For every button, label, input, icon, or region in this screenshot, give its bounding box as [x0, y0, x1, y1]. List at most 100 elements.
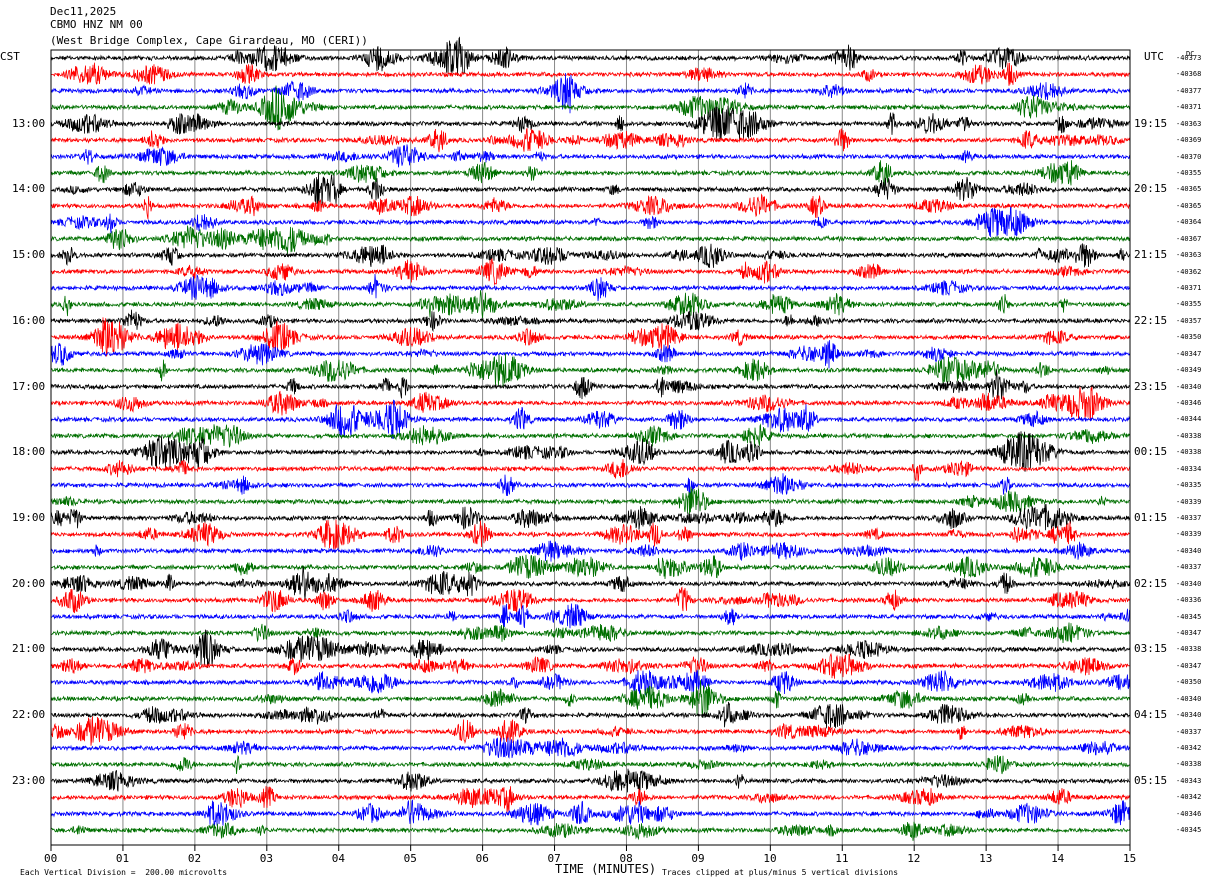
seismic-trace-line — [50, 519, 1131, 550]
plot-frame — [50, 49, 1131, 846]
seismic-trace-line — [50, 243, 1131, 268]
dc-offset-label: -40338 — [1176, 431, 1202, 440]
x-tick-label: 04 — [331, 852, 345, 865]
utc-axis-label: UTC — [1144, 50, 1164, 63]
dc-offset-label: -40371 — [1176, 284, 1202, 293]
seismic-trace-line — [50, 431, 1131, 472]
dc-offset-label: -40340 — [1176, 711, 1202, 720]
dc-offset-label: -40357 — [1176, 316, 1202, 325]
cst-hour-label: 13:00 — [12, 116, 46, 130]
dc-offset-label: -40363 — [1176, 251, 1202, 260]
dc-offset-label: -40347 — [1176, 661, 1202, 670]
dc-offset-label: -40337 — [1176, 563, 1202, 572]
utc-hour-label: 00:15 — [1134, 445, 1168, 459]
seismic-trace-line — [50, 754, 1131, 775]
seismic-trace-line — [50, 273, 1131, 302]
utc-hour-label: 05:15 — [1134, 773, 1168, 787]
x-tick-label: 12 — [907, 852, 921, 865]
dc-offset-label: -40344 — [1176, 415, 1202, 424]
seismic-trace-line — [50, 72, 1131, 114]
seismic-trace-line — [50, 652, 1131, 679]
seismic-trace-line — [50, 629, 1131, 668]
seismic-trace-line — [50, 459, 1131, 482]
seismic-trace-line — [50, 566, 1131, 600]
seismic-trace-line — [50, 105, 1131, 140]
dc-offset-label: -40349 — [1176, 366, 1202, 375]
dc-offset-label: -40365 — [1176, 201, 1202, 210]
seismic-trace-line — [50, 144, 1131, 168]
dc-offset-label: -40365 — [1176, 185, 1202, 194]
cst-hour-label: 17:00 — [12, 379, 46, 393]
cst-hour-label: 16:00 — [12, 313, 46, 327]
seismic-trace-line — [50, 540, 1131, 562]
x-axis-title: TIME (MINUTES) — [555, 862, 657, 876]
dc-offset-label: -40364 — [1176, 218, 1202, 227]
utc-hour-label: 03:15 — [1134, 642, 1168, 656]
seismic-trace-line — [50, 340, 1131, 369]
dc-offset-label: -40369 — [1176, 136, 1202, 145]
seismic-trace-line — [50, 680, 1131, 718]
dc-offset-label: -40338 — [1176, 645, 1202, 654]
dc-offset-label: -40345 — [1176, 612, 1202, 621]
seismic-trace-line — [50, 85, 1131, 131]
seismic-trace-line — [50, 716, 1131, 746]
cst-hour-label: 23:00 — [12, 773, 46, 787]
seismic-trace-line — [50, 370, 1131, 400]
dc-offset-label: -40336 — [1176, 596, 1202, 605]
dc-offset-label: -40337 — [1176, 514, 1202, 523]
utc-hour-label: 01:15 — [1134, 511, 1168, 525]
seismic-trace-line — [50, 554, 1131, 580]
dc-offset-label: -40377 — [1176, 86, 1202, 95]
cst-axis-label: CST — [0, 50, 20, 63]
seismic-traces — [50, 36, 1131, 841]
utc-hour-label: 20:15 — [1134, 182, 1168, 196]
dc-offset-label: -40355 — [1176, 300, 1202, 309]
dc-offset-label: -40346 — [1176, 809, 1202, 818]
seismic-trace-line — [50, 206, 1131, 238]
dc-offset-label: -40339 — [1176, 530, 1202, 539]
cst-hour-label: 22:00 — [12, 708, 46, 722]
seismic-trace-line — [50, 473, 1131, 498]
dc-offset-label: -40342 — [1176, 744, 1202, 753]
dc-offset-label: -40350 — [1176, 678, 1202, 687]
cst-hour-label: 14:00 — [12, 182, 46, 196]
dc-offset-label: -40339 — [1176, 497, 1202, 506]
cst-hour-label: 18:00 — [12, 445, 46, 459]
dc-offset-label: -40340 — [1176, 694, 1202, 703]
x-tick-label: 07 — [547, 852, 561, 865]
utc-hour-label: 02:15 — [1134, 576, 1168, 590]
seismic-trace-line — [50, 821, 1131, 841]
cst-hour-label: 15:00 — [12, 248, 46, 262]
dc-offset-label: -40373 — [1176, 54, 1202, 62]
dc-offset-label: -40345 — [1176, 826, 1202, 835]
seismic-trace-line — [50, 290, 1131, 319]
station-label: CBMO HNZ NM 00 — [50, 18, 143, 31]
dc-offset-label: -40340 — [1176, 382, 1202, 391]
dc-offset-label: -40347 — [1176, 349, 1202, 358]
dc-offset-label: -40343 — [1176, 776, 1202, 785]
utc-hour-label: 21:15 — [1134, 248, 1168, 262]
clip-note: Traces clipped at plus/minus 5 vertical … — [662, 868, 899, 877]
dc-offset-label: -40355 — [1176, 169, 1202, 177]
cst-hour-label: 19:00 — [12, 511, 46, 525]
dc-offset-label: -40368 — [1176, 70, 1202, 79]
x-tick-label: 06 — [475, 852, 489, 865]
seismic-trace-line — [50, 353, 1131, 387]
dc-offset-label: -40350 — [1176, 333, 1202, 342]
dc-offset-label: -40347 — [1176, 629, 1202, 638]
x-tick-label: 08 — [619, 852, 633, 865]
dc-offset-label: -40342 — [1176, 793, 1202, 802]
seismic-trace-line — [50, 36, 1131, 77]
dc-offset-label: -40363 — [1176, 119, 1202, 128]
utc-hour-label: 22:15 — [1134, 313, 1168, 327]
x-tick-label: 13 — [979, 852, 993, 865]
seismic-trace-line — [50, 737, 1131, 759]
cst-hour-label: 20:00 — [12, 576, 46, 590]
seismic-trace-line — [50, 799, 1131, 828]
date-label: Dec11,2025 — [50, 5, 117, 18]
x-tick-label: 11 — [835, 852, 849, 865]
seismic-trace-line — [50, 258, 1131, 286]
cst-hour-label: 21:00 — [12, 642, 46, 656]
seismic-trace-line — [50, 486, 1131, 516]
